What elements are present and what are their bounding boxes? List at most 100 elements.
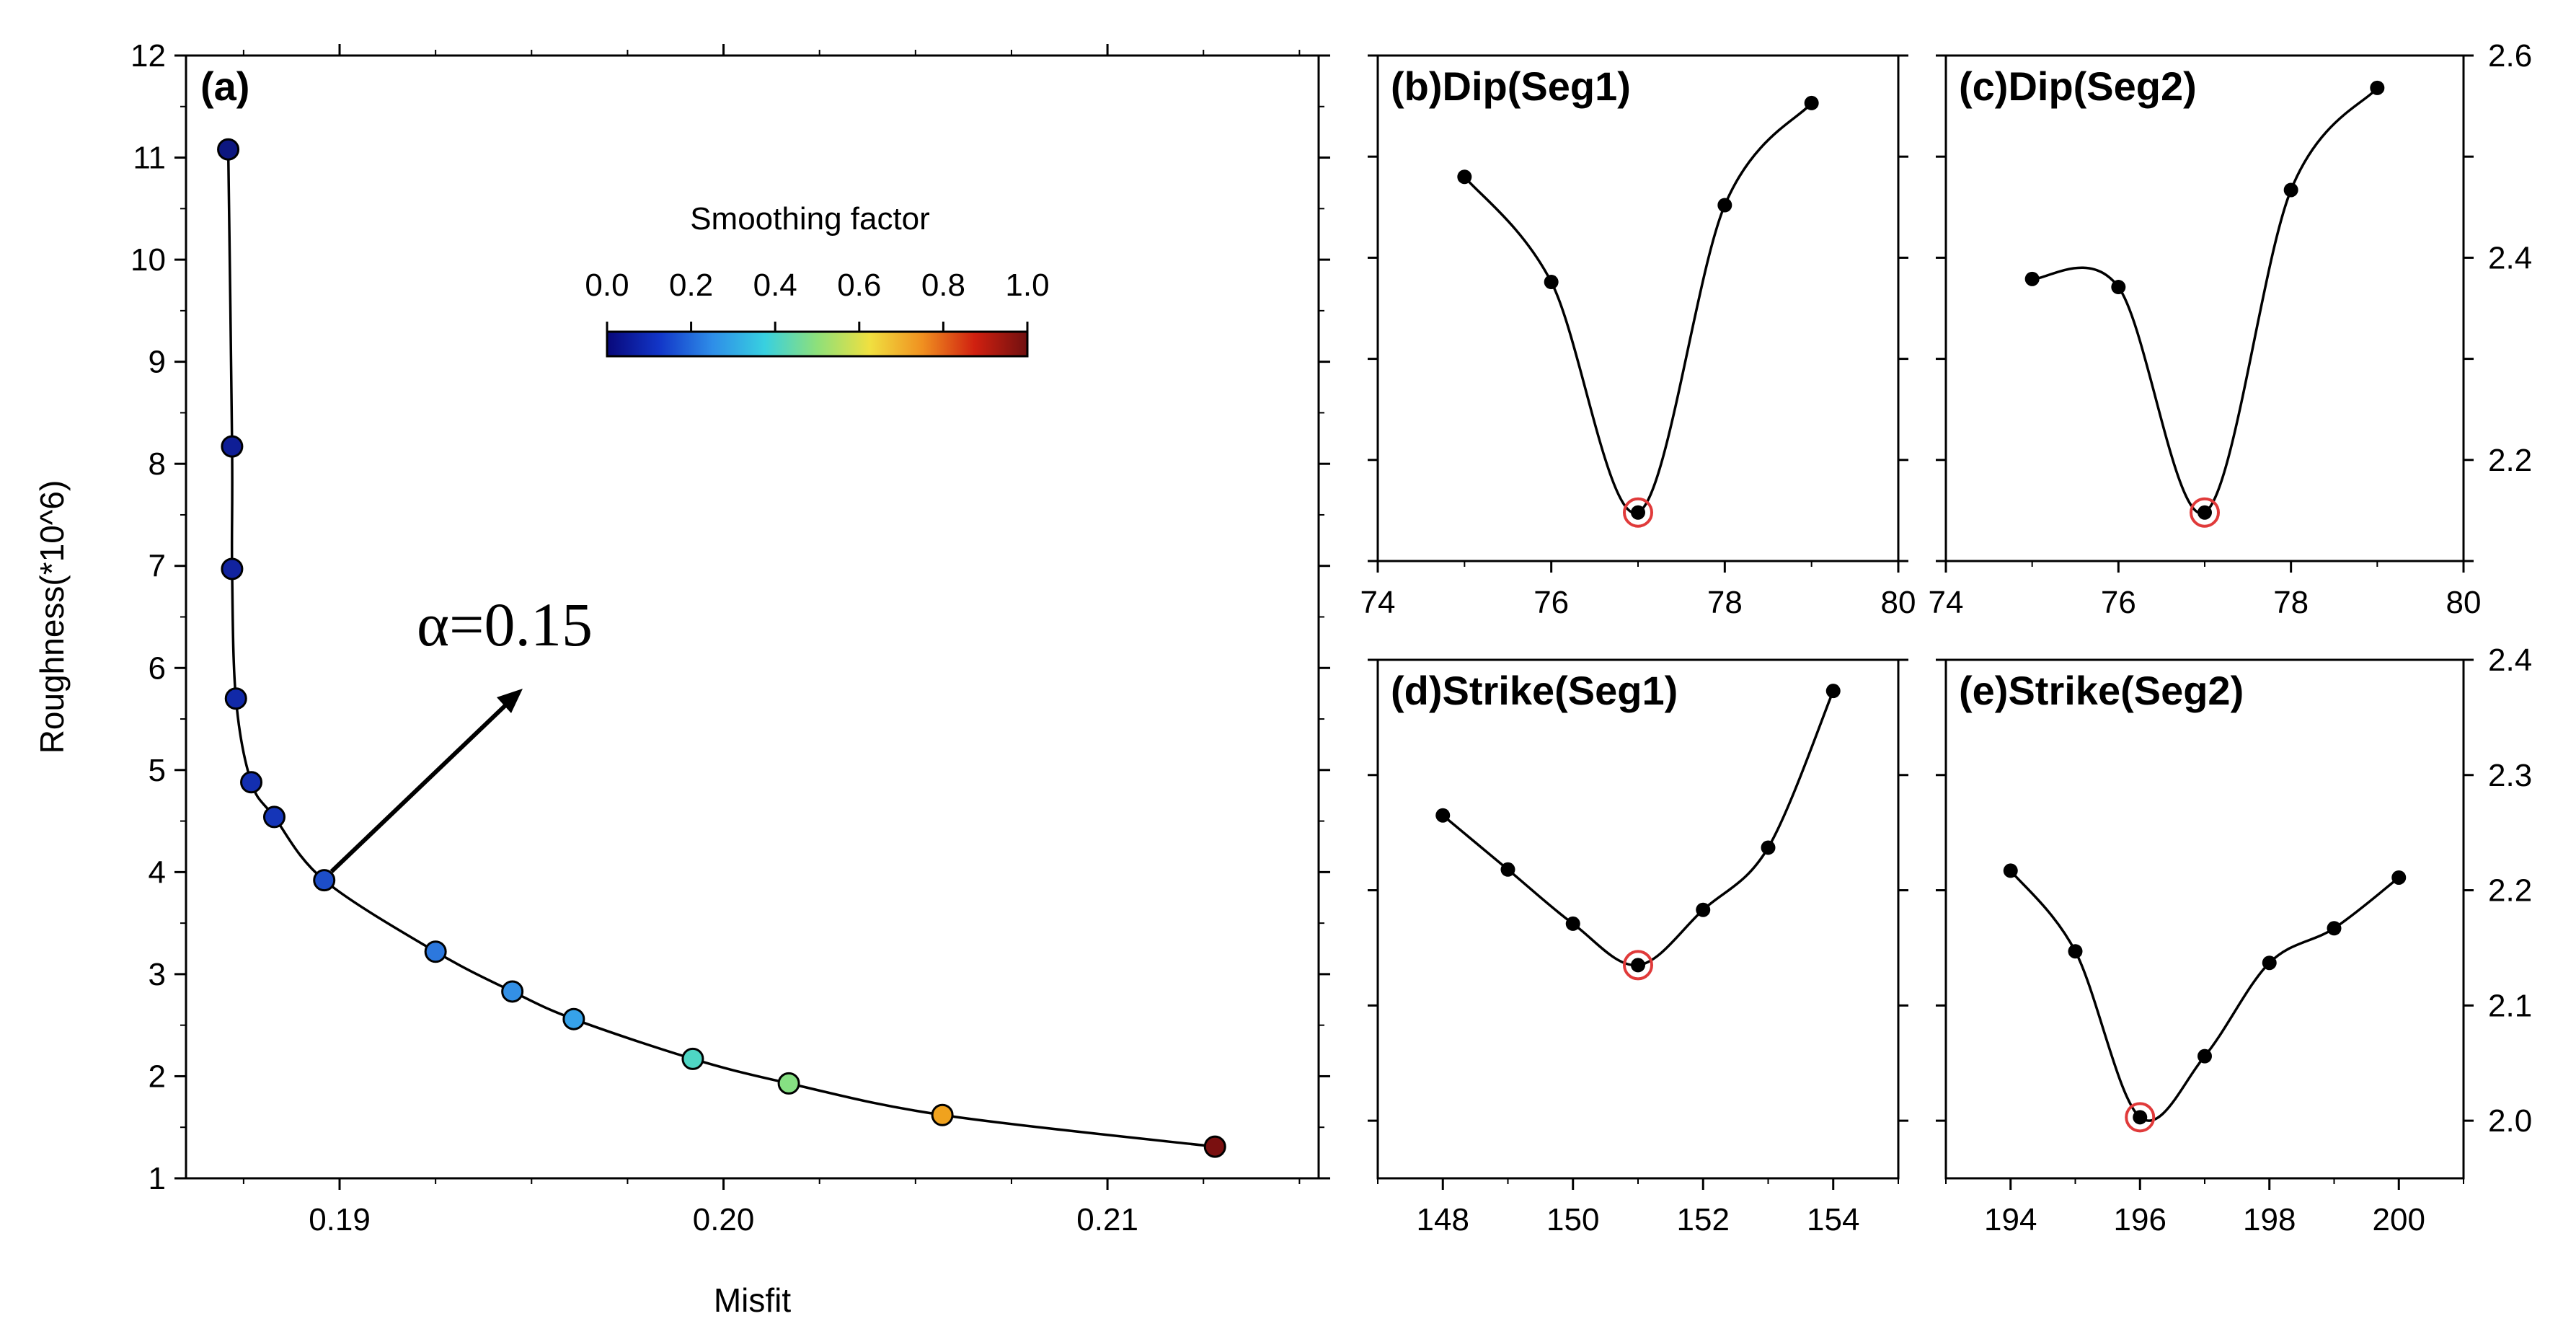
x-tick-label-a: 0.21 xyxy=(1076,1202,1138,1237)
panel-d: 148 150 152 154 (d)Strike(Seg1) xyxy=(1368,658,1908,1237)
y-tick-label-e: 2.1 xyxy=(2488,988,2532,1023)
y-tick-label-c: 2.4 xyxy=(2488,240,2532,275)
x-tick-label-c: 78 xyxy=(2273,585,2309,620)
annotation-text-a: α=0.15 xyxy=(417,590,593,659)
series-line-e xyxy=(2009,870,2400,1122)
x-tick-label-c: 74 xyxy=(1929,585,1964,620)
data-point-e-6 xyxy=(2391,870,2407,885)
panel-title-d: (d)Strike(Seg1) xyxy=(1391,668,1678,713)
y-tick-label-a: 6 xyxy=(149,650,166,686)
data-point-d-4 xyxy=(1696,902,1711,917)
data-point-c-1 xyxy=(2111,280,2126,295)
data-point-a-1 xyxy=(221,435,244,458)
data-point-a-13 xyxy=(1203,1135,1226,1158)
data-point-a-9 xyxy=(562,1007,585,1030)
y-axis-label-a: Roughness(*10^6) xyxy=(33,480,71,754)
data-point-e-1 xyxy=(2068,944,2083,959)
x-tick-label-d: 150 xyxy=(1546,1202,1599,1237)
data-point-d-3 xyxy=(1631,958,1645,973)
colorbar xyxy=(606,330,1029,358)
x-tick-label-e: 198 xyxy=(2243,1202,2296,1237)
plot-frame-c xyxy=(1944,54,2465,562)
x-tick-label-c: 76 xyxy=(2101,585,2136,620)
data-point-a-3 xyxy=(224,687,247,710)
series-line-a xyxy=(226,149,1216,1148)
y-tick-label-c: 2.2 xyxy=(2488,443,2532,478)
x-tick-label-d: 154 xyxy=(1807,1202,1859,1237)
y-tick-label-a: 12 xyxy=(130,38,166,74)
y-tick-label-e: 2.3 xyxy=(2488,758,2532,793)
data-point-d-0 xyxy=(1435,808,1451,823)
colorbar-tick-label: 0.6 xyxy=(837,268,881,303)
plot-frame-e xyxy=(1944,658,2465,1180)
data-point-c-3 xyxy=(2283,182,2298,198)
data-point-a-2 xyxy=(221,557,244,580)
data-point-a-10 xyxy=(681,1047,704,1070)
x-tick-label-e: 200 xyxy=(2373,1202,2425,1237)
x-axis-label-a: Misfit xyxy=(714,1281,792,1319)
x-tick-label-d: 152 xyxy=(1677,1202,1730,1237)
colorbar-tick-label: 0.4 xyxy=(753,268,797,303)
data-point-b-0 xyxy=(1457,169,1472,185)
x-tick-label-b: 74 xyxy=(1360,585,1396,620)
data-point-e-3 xyxy=(2197,1049,2212,1064)
data-point-d-5 xyxy=(1761,840,1776,855)
y-tick-label-e: 2.0 xyxy=(2488,1103,2532,1139)
plot-frame-b xyxy=(1376,54,1900,562)
panel-e: 194 196 198 200 2.0 2.1 2.2 2.3 2.4 (e)Strike(Seg… xyxy=(1936,643,2532,1237)
data-point-e-4 xyxy=(2262,955,2277,971)
series-line-d xyxy=(1442,690,1835,967)
panel-title-b: (b)Dip(Seg1) xyxy=(1391,63,1631,109)
data-point-b-2 xyxy=(1631,505,1645,520)
data-point-c-4 xyxy=(2370,80,2385,95)
y-tick-label-a: 10 xyxy=(130,242,166,278)
best-fit-marker-c xyxy=(2190,497,2220,528)
colorbar-tick-label: 1.0 xyxy=(1005,268,1049,303)
data-point-a-0 xyxy=(217,138,240,161)
colorbar-title: Smoothing factor xyxy=(690,201,930,237)
data-point-c-2 xyxy=(2197,505,2212,520)
colorbar-tick-label: 0.8 xyxy=(921,268,965,303)
best-fit-marker-b xyxy=(1623,497,1653,528)
panel-b: 74 76 78 80 (b)Dip(Seg1) xyxy=(1360,54,1916,620)
x-tick-label-e: 196 xyxy=(2114,1202,2166,1237)
data-point-d-6 xyxy=(1825,684,1841,699)
panel-title-c: (c)Dip(Seg2) xyxy=(1959,63,2197,109)
data-point-d-1 xyxy=(1500,862,1515,877)
y-tick-label-a: 11 xyxy=(133,141,166,176)
data-point-d-2 xyxy=(1565,916,1580,931)
x-tick-label-a: 0.20 xyxy=(693,1202,755,1237)
data-point-b-4 xyxy=(1804,95,1819,110)
best-fit-marker-e xyxy=(2125,1102,2156,1133)
data-point-a-11 xyxy=(777,1072,800,1095)
colorbar-tick-label: 0.0 xyxy=(585,268,629,303)
y-tick-label-a: 1 xyxy=(149,1161,166,1196)
data-point-c-0 xyxy=(2024,271,2040,286)
x-tick-label-b: 78 xyxy=(1707,585,1743,620)
y-tick-label-e: 2.4 xyxy=(2488,643,2532,678)
y-tick-label-a: 3 xyxy=(149,957,166,992)
y-tick-label-a: 4 xyxy=(149,855,166,890)
x-tick-label-c: 80 xyxy=(2446,585,2482,620)
annotation-arrow-a xyxy=(329,691,521,873)
y-tick-label-a: 7 xyxy=(149,549,166,584)
data-point-e-2 xyxy=(2133,1110,2148,1125)
series-line-b xyxy=(1463,102,1813,515)
y-tick-label-a: 5 xyxy=(149,753,166,788)
data-point-b-3 xyxy=(1717,198,1732,213)
data-point-b-1 xyxy=(1544,275,1559,290)
y-tick-label-a: 2 xyxy=(149,1059,166,1094)
colorbar-tick-label: 0.2 xyxy=(669,268,713,303)
x-tick-label-a: 0.19 xyxy=(309,1202,371,1237)
annotation-arrowhead-a xyxy=(497,689,523,713)
data-point-a-4 xyxy=(240,771,263,794)
data-point-a-8 xyxy=(501,980,524,1003)
y-tick-label-a: 9 xyxy=(149,345,166,380)
plot-frame-d xyxy=(1376,658,1900,1180)
data-point-e-0 xyxy=(2003,863,2018,878)
data-point-e-5 xyxy=(2327,921,2342,936)
data-point-a-5 xyxy=(262,805,286,829)
panel-title-e: (e)Strike(Seg2) xyxy=(1959,668,2244,713)
